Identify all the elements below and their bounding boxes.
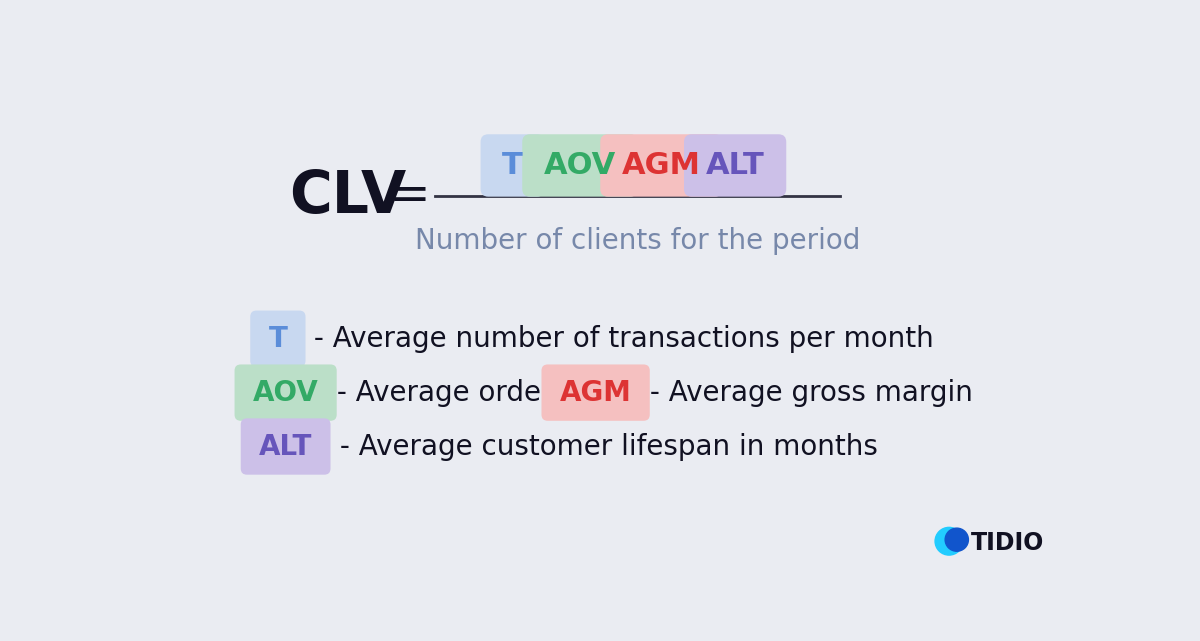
Text: T: T [503,151,523,180]
FancyBboxPatch shape [234,365,337,420]
FancyBboxPatch shape [541,365,649,420]
Text: =: = [389,172,431,221]
Text: AOV: AOV [544,151,617,180]
Text: ALT: ALT [259,433,312,460]
FancyBboxPatch shape [241,419,330,475]
Text: AGM: AGM [622,151,701,180]
FancyBboxPatch shape [684,134,786,197]
Text: ALT: ALT [706,151,764,180]
Text: T: T [269,325,287,353]
FancyBboxPatch shape [480,134,545,197]
FancyBboxPatch shape [522,134,638,197]
Text: CLV: CLV [289,168,406,225]
Text: ×: × [534,151,557,179]
Text: - Average number of transactions per month: - Average number of transactions per mon… [305,325,934,353]
Circle shape [935,528,962,555]
Text: AGM: AGM [559,379,631,406]
Circle shape [946,528,968,551]
Text: TIDIO: TIDIO [971,531,1044,554]
Text: - Average order value: - Average order value [329,379,637,406]
Text: - Average customer lifespan in months: - Average customer lifespan in months [330,433,877,460]
Text: ×: × [610,151,632,179]
Text: Number of clients for the period: Number of clients for the period [415,227,860,255]
Text: AOV: AOV [253,379,318,406]
FancyBboxPatch shape [600,134,722,197]
FancyBboxPatch shape [251,310,306,367]
Text: ×: × [686,151,709,179]
Text: - Average gross margin: - Average gross margin [641,379,972,406]
